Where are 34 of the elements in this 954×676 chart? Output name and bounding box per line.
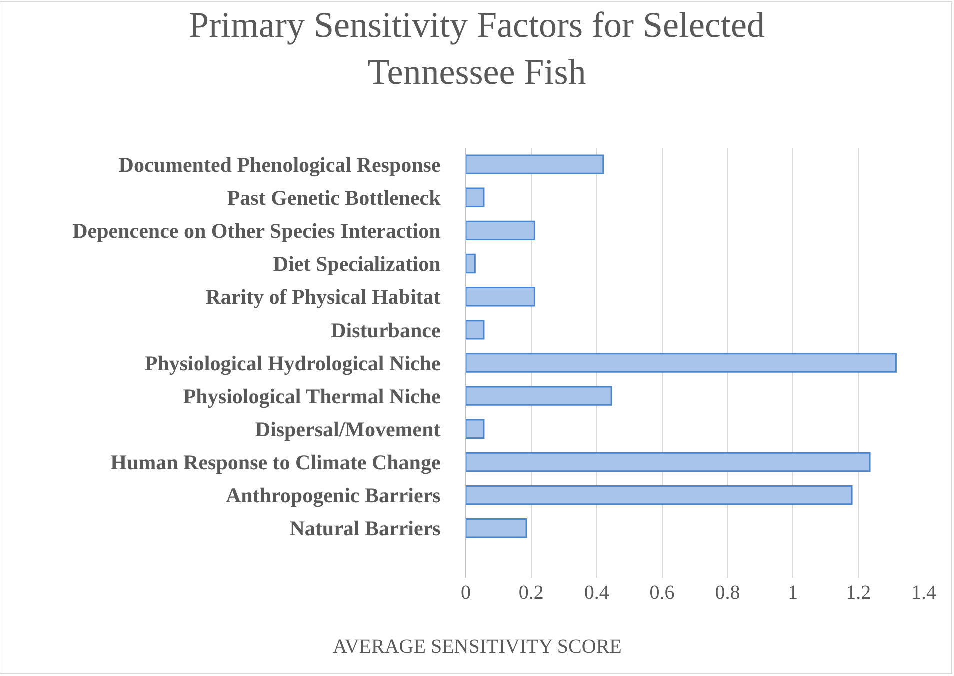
y-tick-label: Rarity of Physical Habitat — [206, 285, 441, 310]
bar — [466, 485, 853, 506]
x-tick-label: 0.4 — [584, 582, 610, 604]
bar — [466, 452, 871, 472]
bar — [466, 386, 612, 406]
y-tick-label: Physiological Hydrological Niche — [144, 351, 441, 376]
y-tick-label: Natural Barriers — [290, 516, 441, 541]
bar — [466, 287, 536, 307]
y-tick-label: Past Genetic Bottleneck — [227, 186, 442, 210]
x-tick-label: 1 — [788, 582, 798, 604]
bar — [466, 518, 528, 538]
y-tick-label: Disturbance — [331, 318, 441, 342]
y-tick-label: Documented Phenological Response — [118, 152, 441, 177]
x-tick-label: 1.2 — [846, 582, 872, 604]
bar — [466, 353, 897, 373]
chart-title: Primary Sensitivity Factors for Selected Tennessee Fish — [189, 5, 765, 92]
x-tick-label: 0.6 — [650, 582, 675, 604]
bar — [466, 188, 485, 208]
y-tick-label: Diet Specialization — [273, 252, 442, 276]
y-tick-label: Human Response to Climate Change — [110, 450, 441, 475]
x-axis-title: AVERAGE SENSITIVITY SCORE — [333, 636, 622, 658]
x-tick-label: 0.2 — [518, 582, 544, 604]
y-tick-label: Depencence on Other Species Interaction — [72, 219, 442, 244]
x-tick-label: 1.4 — [912, 582, 936, 604]
bar — [466, 154, 604, 174]
bar — [466, 419, 485, 439]
y-tick-label: Anthropogenic Barriers — [226, 484, 441, 508]
x-tick-label: 0.8 — [715, 582, 740, 604]
bar — [466, 254, 476, 274]
bar — [466, 320, 485, 340]
x-tick-label: 0 — [461, 582, 471, 604]
y-tick-label: Dispersal/Movement — [255, 418, 441, 442]
y-tick-label: Physiological Thermal Niche — [183, 384, 441, 408]
bar — [466, 220, 536, 241]
